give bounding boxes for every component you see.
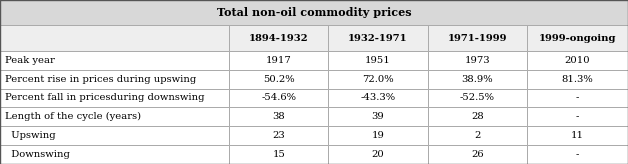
Text: Length of the cycle (years): Length of the cycle (years): [5, 112, 141, 121]
Bar: [0, 70, 229, 89]
Bar: [0, 0, 628, 25]
Text: Upswing: Upswing: [5, 131, 56, 140]
Text: 20: 20: [372, 150, 384, 159]
Text: -43.3%: -43.3%: [360, 93, 396, 102]
Text: 26: 26: [471, 150, 484, 159]
Bar: [0, 145, 229, 164]
Bar: [527, 89, 628, 107]
Bar: [229, 107, 328, 126]
Bar: [0, 89, 229, 107]
Text: Total non-oil commodity prices: Total non-oil commodity prices: [217, 7, 411, 18]
Text: Downswing: Downswing: [5, 150, 70, 159]
Bar: [229, 145, 328, 164]
Bar: [527, 70, 628, 89]
Text: 2: 2: [474, 131, 480, 140]
Text: 2010: 2010: [565, 56, 590, 65]
Text: -: -: [576, 93, 579, 102]
Text: 1932-1971: 1932-1971: [349, 34, 408, 43]
Text: 50.2%: 50.2%: [263, 75, 295, 84]
Bar: [428, 70, 527, 89]
Bar: [229, 89, 328, 107]
Text: 15: 15: [273, 150, 285, 159]
Text: 38.9%: 38.9%: [462, 75, 493, 84]
Bar: [229, 51, 328, 70]
Bar: [0, 51, 229, 70]
Text: 1971-1999: 1971-1999: [448, 34, 507, 43]
Text: -52.5%: -52.5%: [460, 93, 495, 102]
Text: 1951: 1951: [365, 56, 391, 65]
Bar: [328, 126, 428, 145]
Bar: [328, 51, 428, 70]
Bar: [428, 126, 527, 145]
Bar: [328, 70, 428, 89]
Text: 72.0%: 72.0%: [362, 75, 394, 84]
Text: 1917: 1917: [266, 56, 292, 65]
Text: Percent rise in prices during upswing: Percent rise in prices during upswing: [5, 75, 197, 84]
Text: -: -: [576, 150, 579, 159]
Bar: [0, 107, 229, 126]
Text: Peak year: Peak year: [5, 56, 55, 65]
Text: 28: 28: [471, 112, 484, 121]
Bar: [0, 25, 229, 51]
Bar: [328, 107, 428, 126]
Text: -54.6%: -54.6%: [261, 93, 296, 102]
Bar: [0, 126, 229, 145]
Bar: [527, 126, 628, 145]
Text: 39: 39: [372, 112, 384, 121]
Bar: [229, 70, 328, 89]
Bar: [527, 25, 628, 51]
Text: -: -: [576, 112, 579, 121]
Text: 1999-ongoing: 1999-ongoing: [539, 34, 616, 43]
Bar: [527, 107, 628, 126]
Bar: [328, 145, 428, 164]
Text: 11: 11: [571, 131, 584, 140]
Bar: [229, 25, 328, 51]
Bar: [527, 145, 628, 164]
Bar: [428, 25, 527, 51]
Text: 81.3%: 81.3%: [561, 75, 593, 84]
Bar: [328, 25, 428, 51]
Bar: [328, 89, 428, 107]
Text: 19: 19: [372, 131, 384, 140]
Bar: [428, 145, 527, 164]
Bar: [428, 107, 527, 126]
Text: 1894-1932: 1894-1932: [249, 34, 308, 43]
Bar: [428, 51, 527, 70]
Bar: [527, 51, 628, 70]
Text: Percent fall in pricesduring downswing: Percent fall in pricesduring downswing: [5, 93, 205, 102]
Text: 1973: 1973: [465, 56, 490, 65]
Bar: [229, 126, 328, 145]
Bar: [428, 89, 527, 107]
Text: 23: 23: [273, 131, 285, 140]
Text: 38: 38: [273, 112, 285, 121]
